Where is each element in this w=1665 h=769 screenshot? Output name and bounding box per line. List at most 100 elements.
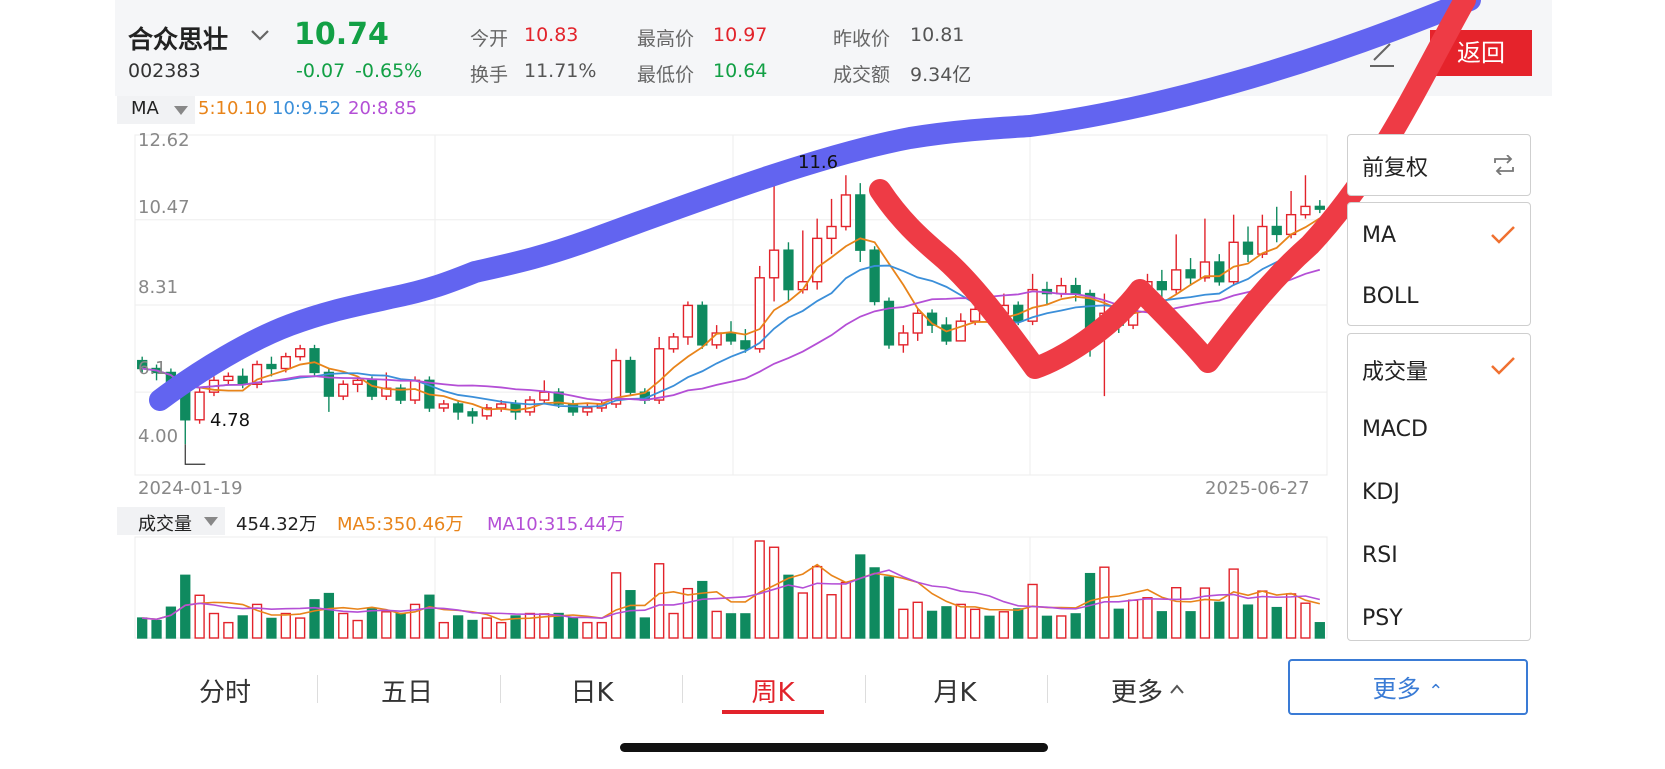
volume-bar <box>869 567 880 639</box>
ma5-legend: 5:10.10 <box>198 98 268 119</box>
sub-indicator-box: 成交量 MACD KDJ RSI PSY <box>1347 333 1531 641</box>
tab-five-day[interactable]: 五日 <box>380 678 433 708</box>
volume-bar <box>1113 608 1124 639</box>
volume-bar <box>338 612 349 639</box>
volume-bar <box>381 611 392 639</box>
volume-bar <box>1285 593 1297 639</box>
candle-body <box>668 336 679 350</box>
price-tick: 8.31 <box>138 277 179 298</box>
low-marker-label: 4.78 <box>210 410 251 431</box>
tab-intraday[interactable]: 分时 <box>198 678 251 708</box>
volume-bar <box>208 612 220 639</box>
date-end: 2025-06-27 <box>1205 478 1310 499</box>
volume-bar <box>567 617 579 639</box>
high-value: 10.97 <box>713 24 768 46</box>
volume-bar <box>783 574 794 639</box>
candle-body <box>955 320 966 342</box>
indicator-volume[interactable]: 成交量 <box>1362 360 1429 385</box>
volume-bar <box>768 546 780 639</box>
candle-body <box>295 348 306 358</box>
volume-bar <box>697 580 708 639</box>
chevron-down-icon[interactable] <box>250 28 270 42</box>
volume-bar <box>280 612 291 639</box>
indicator-psy[interactable]: PSY <box>1362 606 1403 631</box>
volume-bar <box>1056 615 1067 639</box>
chevron-up-icon <box>1170 684 1184 694</box>
overlay-strokes <box>149 0 1481 411</box>
volume-bars <box>137 540 1325 639</box>
price-tick: 10.47 <box>138 197 190 218</box>
adjust-selector[interactable]: 前复权 <box>1347 134 1531 196</box>
volume-ma-lines <box>142 563 1321 621</box>
indicator-kdj[interactable]: KDJ <box>1362 480 1400 505</box>
volume-bar <box>151 619 162 639</box>
volume-bar <box>725 613 737 639</box>
candle-body <box>194 391 205 421</box>
low-value: 10.64 <box>713 60 768 82</box>
more-button[interactable]: 更多 ⌃ <box>1288 659 1528 715</box>
candle-body <box>567 403 579 413</box>
candle-body <box>855 194 866 251</box>
volume-bar <box>223 621 234 639</box>
volume-value: 454.32万 <box>236 514 317 535</box>
volume-bar <box>625 590 636 639</box>
volume-bar <box>180 574 191 639</box>
volume-bar <box>639 617 650 639</box>
candle-body <box>309 348 320 374</box>
chevron-up-icon: ⌃ <box>1428 681 1444 702</box>
candle-body <box>539 391 550 401</box>
swap-icon <box>1494 155 1514 175</box>
candle-body <box>352 379 363 385</box>
price-change-pct: -0.65% <box>355 60 423 82</box>
indicator-boll[interactable]: BOLL <box>1362 284 1419 309</box>
checkmark-icon <box>1491 357 1515 375</box>
volume-bar <box>1070 613 1081 639</box>
candle-body <box>223 375 234 382</box>
volume-ma10: MA10:315.44万 <box>487 514 625 535</box>
volume-bar <box>251 603 263 639</box>
candle-body <box>725 332 737 342</box>
candle-body <box>338 383 349 397</box>
volume-bar <box>137 617 148 639</box>
volume-bar <box>467 619 478 639</box>
home-indicator[interactable] <box>620 743 1048 752</box>
volume-selector[interactable]: 成交量 <box>138 514 192 535</box>
candle-body <box>266 363 277 370</box>
volume-bar <box>366 608 378 639</box>
candle-body <box>625 359 636 393</box>
indicator-macd[interactable]: MACD <box>1362 417 1428 442</box>
volume-bar <box>654 563 665 639</box>
volume-bar <box>797 592 808 639</box>
volume-bar <box>553 612 564 639</box>
volume-bar <box>812 565 823 639</box>
tab-divider <box>500 675 501 703</box>
triangle-down-icon <box>174 106 188 115</box>
candle-body <box>1070 284 1081 295</box>
candle-body <box>280 355 291 370</box>
volume-bar <box>883 576 895 639</box>
tab-weekly-k[interactable]: 周K <box>751 678 795 708</box>
tab-more[interactable]: 更多 <box>1110 678 1163 708</box>
ma-selector[interactable]: MA <box>131 98 159 119</box>
volume-bar <box>1027 583 1038 639</box>
volume-bar <box>926 610 938 639</box>
tab-daily-k[interactable]: 日K <box>570 678 614 708</box>
indicator-rsi[interactable]: RSI <box>1362 543 1398 568</box>
candle-body <box>395 387 406 401</box>
volume-bar <box>309 599 320 639</box>
stock-name[interactable]: 合众思壮 <box>128 25 229 54</box>
chart-grid <box>134 134 1328 639</box>
volume-bar <box>1271 606 1282 639</box>
candle-body <box>826 225 837 240</box>
candle-body <box>1214 261 1225 283</box>
prev-close-value: 10.81 <box>910 24 965 46</box>
candle-body <box>1285 213 1297 236</box>
edit-icon[interactable] <box>1366 38 1396 70</box>
tab-monthly-k[interactable]: 月K <box>933 678 977 708</box>
candle-body <box>481 407 493 417</box>
triangle-down-icon <box>204 517 218 526</box>
tab-divider <box>865 675 866 703</box>
volume-selector-bg[interactable] <box>117 507 225 535</box>
indicator-ma[interactable]: MA <box>1362 223 1397 248</box>
